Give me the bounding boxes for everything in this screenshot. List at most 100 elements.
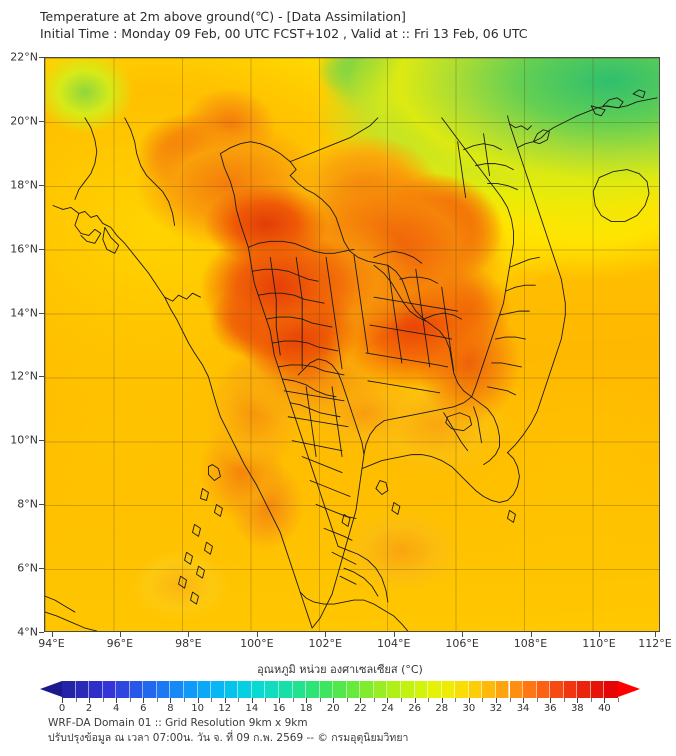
colorbar-tick-label: 8 bbox=[167, 703, 174, 714]
colorbar-tick-label: 22 bbox=[353, 703, 367, 714]
colorbar-tick bbox=[89, 698, 91, 703]
colorbar-segment bbox=[401, 681, 415, 698]
colorbar-tick-label: 32 bbox=[489, 703, 503, 714]
chart-title-block: Temperature at 2m above ground(℃) - [Dat… bbox=[40, 8, 660, 42]
colorbar-segment bbox=[102, 681, 117, 698]
colorbar-tick bbox=[238, 698, 240, 702]
colorbar-tick-label: 40 bbox=[598, 703, 611, 714]
colorbar-segment bbox=[360, 681, 374, 698]
colorbar-tick bbox=[604, 698, 606, 703]
y-label-4: 14°N bbox=[10, 306, 38, 320]
colorbar-tick bbox=[170, 698, 172, 703]
y-label-3: 16°N bbox=[10, 242, 38, 256]
colorbar-tick bbox=[482, 698, 484, 702]
colorbar-tick bbox=[143, 698, 145, 703]
temperature-field-soft-anomalies bbox=[45, 58, 659, 631]
colorbar-segment bbox=[373, 681, 388, 698]
colorbar-tick bbox=[373, 698, 375, 702]
colorbar-segment bbox=[333, 681, 347, 698]
colorbar-row: 0 2 4 6 8 10 12 14 16 18 20 22 24 26 28 30 32 34 36 38 40 bbox=[40, 681, 640, 714]
colorbar-segment bbox=[129, 681, 144, 698]
x-label-2: 98°E bbox=[175, 637, 202, 650]
x-label-0: 94°E bbox=[38, 637, 65, 650]
graticule-gridlines bbox=[45, 58, 659, 631]
colorbar-segment bbox=[414, 681, 429, 698]
colorbar-tick bbox=[577, 698, 579, 703]
colorbar-gradient bbox=[62, 681, 618, 698]
colorbar-tick bbox=[319, 698, 321, 702]
colorbar-tick bbox=[292, 698, 294, 702]
colorbar-segment bbox=[387, 681, 401, 698]
colorbar-tick-label: 18 bbox=[299, 703, 313, 714]
colorbar-tick-label: 4 bbox=[113, 703, 120, 714]
colorbar-segment bbox=[292, 681, 307, 698]
colorbar-segment bbox=[536, 681, 551, 698]
x-label-1: 96°E bbox=[106, 637, 134, 650]
colorbar-segment bbox=[563, 681, 578, 698]
colorbar-tick-label: 10 bbox=[191, 703, 204, 714]
colorbar-tick bbox=[184, 698, 186, 702]
colorbar-tick-label: 26 bbox=[408, 703, 421, 714]
colorbar-segment bbox=[278, 681, 293, 698]
title-line-1: Temperature at 2m above ground(℃) - [Dat… bbox=[40, 9, 406, 24]
colorbar-segment bbox=[319, 681, 334, 698]
colorbar-tick bbox=[116, 698, 118, 703]
colorbar-segment bbox=[224, 681, 239, 698]
x-label-4: 102°E bbox=[308, 637, 342, 650]
footer-block: WRF-DA Domain 01 :: Grid Resolution 9km … bbox=[48, 716, 408, 746]
colorbar-tick bbox=[495, 698, 497, 703]
colorbar-tick bbox=[428, 698, 430, 702]
x-label-9: 112°E bbox=[638, 637, 672, 650]
colorbar-tick-label: 14 bbox=[245, 703, 259, 714]
colorbar-tick bbox=[306, 698, 308, 703]
colorbar-segment bbox=[197, 681, 212, 698]
colorbar-segment bbox=[604, 681, 618, 698]
colorbar-segment bbox=[116, 681, 130, 698]
x-label-6: 106°E bbox=[445, 637, 479, 650]
colorbar-tick-label: 28 bbox=[435, 703, 449, 714]
colorbar-segment bbox=[62, 681, 76, 698]
colorbar-tick bbox=[455, 698, 457, 702]
y-label-7: 8°N bbox=[17, 497, 38, 511]
colorbar-tick-label: 16 bbox=[272, 703, 286, 714]
colorbar-tick bbox=[278, 698, 280, 703]
y-label-9: 4°N bbox=[17, 625, 38, 639]
colorbar-tick bbox=[387, 698, 389, 703]
colorbar-ticks bbox=[62, 698, 619, 703]
colorbar-segment bbox=[238, 681, 252, 698]
colorbar-tick bbox=[102, 698, 104, 702]
colorbar-tick bbox=[251, 698, 253, 703]
colorbar-segment bbox=[468, 681, 483, 698]
colorbar-segment bbox=[577, 681, 591, 698]
colorbar-segment bbox=[428, 681, 442, 698]
colorbar-segment bbox=[590, 681, 605, 698]
colorbar-tick-label: 2 bbox=[85, 703, 93, 714]
x-label-3: 100°E bbox=[240, 637, 274, 650]
colorbar-segment bbox=[482, 681, 496, 698]
colorbar-segment bbox=[143, 681, 157, 698]
footer-line-2: ปรับปรุงข้อมูล ณ เวลา 07:00น. วัน จ. ที่… bbox=[48, 732, 409, 744]
colorbar-segment bbox=[306, 681, 320, 698]
map-frame bbox=[44, 57, 660, 632]
colorbar-tick-label: 0 bbox=[58, 703, 66, 714]
colorbar-segment bbox=[265, 681, 279, 698]
colorbar-tick bbox=[224, 698, 226, 703]
colorbar-tick-labels: 0 2 4 6 8 10 12 14 16 18 20 22 24 26 28 30 32 34 36 38 40 bbox=[58, 703, 618, 717]
y-label-5: 12°N bbox=[10, 369, 38, 383]
colorbar-tick bbox=[590, 698, 592, 702]
temperature-map bbox=[39, 57, 660, 637]
y-axis-labels: 22°N 20°N 18°N 16°N 14°N 12°N 10°N 8°N 6… bbox=[0, 51, 38, 639]
colorbar-segment bbox=[156, 681, 171, 698]
colorbar-segment bbox=[509, 681, 524, 698]
colorbar-tick-label: 20 bbox=[326, 703, 340, 714]
colorbar-segment bbox=[89, 681, 103, 698]
colorbar-tick bbox=[550, 698, 552, 703]
colorbar-tick bbox=[75, 698, 77, 702]
colorbar-title: อุณหภูมิ หน่วย องศาเซลเซียส (°C) bbox=[257, 663, 423, 676]
colorbar-tick-label: 34 bbox=[516, 703, 530, 714]
y-label-8: 6°N bbox=[17, 561, 38, 575]
colorbar-segment bbox=[211, 681, 225, 698]
colorbar-segment bbox=[184, 681, 198, 698]
colorbar: อุณหภูมิ หน่วย องศาเซลเซียส (°C) 0 2 4 6 8 10… bbox=[40, 660, 640, 714]
colorbar-tick bbox=[509, 698, 511, 702]
